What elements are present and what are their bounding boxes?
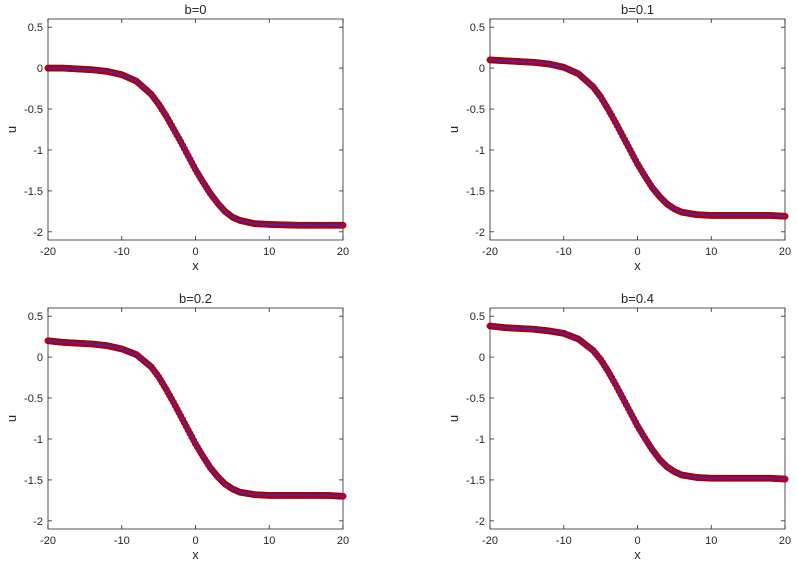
y-axis-label: u [4,415,19,422]
subplot-title: b=0 [184,2,206,17]
y-tick-label: -0.5 [466,104,485,116]
subplot-1: b=0 -20 -10 0 10 20 0.5 0 -0.5 -1 -1.5 -2 x u [4,2,349,273]
x-tick-label: 0 [634,246,640,258]
x-tick-label: 10 [705,535,717,547]
y-axis-label: u [446,126,461,133]
series-line [489,59,786,217]
y-axis-label: u [4,126,19,133]
x-tick-label: -20 [482,535,498,547]
axes-frame [489,18,786,241]
y-tick-label: -2 [475,227,485,239]
y-tick-label: -1 [475,145,485,157]
y-tick-label: -1.5 [24,475,43,487]
y-tick-label: -0.5 [24,104,43,116]
y-tick-label: -0.5 [466,393,485,405]
axes-frame [489,307,786,530]
y-tick-label: 0.5 [470,311,485,323]
y-tick-label: -2 [33,516,43,528]
y-tick-label: 0 [479,63,485,75]
y-tick-label: -2 [475,516,485,528]
series-line [489,325,786,480]
y-tick-label: 0.5 [470,22,485,34]
x-tick-label: 20 [337,535,349,547]
x-tick-label: -20 [40,535,56,547]
y-tick-label: -2 [33,227,43,239]
x-tick-label: 20 [337,246,349,258]
x-tick-label: -10 [114,246,130,258]
x-tick-label: -10 [114,535,130,547]
subplot-title: b=0.2 [179,291,212,306]
series-line [48,67,343,226]
series-line [47,340,344,497]
x-axis-label: x [634,547,641,562]
y-tick-label: 0 [37,352,43,364]
subplot-4: b=0.4 -20 -10 0 10 20 0.5 0 -0.5 -1 -1.5 -2 x u [446,291,791,562]
y-tick-label: -1.5 [466,475,485,487]
x-axis-label: x [192,547,199,562]
y-axis-label: u [446,415,461,422]
x-tick-label: 10 [263,246,275,258]
y-tick-label: -1.5 [466,186,485,198]
y-tick-label: -1.5 [24,186,43,198]
x-tick-label: 20 [779,246,791,258]
subplot-2: b=0.1 -20 -10 0 10 20 0.5 0 -0.5 -1 -1.5 -2 x u [446,2,791,273]
x-tick-label: 0 [192,246,198,258]
x-tick-label: 10 [705,246,717,258]
y-tick-label: 0 [37,63,43,75]
y-tick-label: 0 [479,352,485,364]
y-tick-label: 0.5 [28,311,43,323]
x-tick-label: 20 [779,535,791,547]
y-tick-label: -1 [475,434,485,446]
x-tick-label: -10 [556,246,572,258]
x-tick-label: 0 [192,535,198,547]
subplot-title: b=0.4 [621,291,654,306]
x-tick-label: -10 [556,535,572,547]
y-tick-label: -1 [33,434,43,446]
axes-frame [47,18,344,241]
subplot-3: b=0.2 -20 -10 0 10 20 0.5 0 -0.5 -1 -1.5 -2 x u [4,291,349,562]
x-tick-label: -20 [482,246,498,258]
y-tick-label: -0.5 [24,393,43,405]
y-tick-label: -1 [33,145,43,157]
x-tick-label: -20 [40,246,56,258]
x-tick-label: 0 [634,535,640,547]
x-axis-label: x [634,258,641,273]
x-axis-label: x [192,258,199,273]
x-tick-label: 10 [263,535,275,547]
subplot-title: b=0.1 [621,2,654,17]
y-tick-label: 0.5 [28,22,43,34]
